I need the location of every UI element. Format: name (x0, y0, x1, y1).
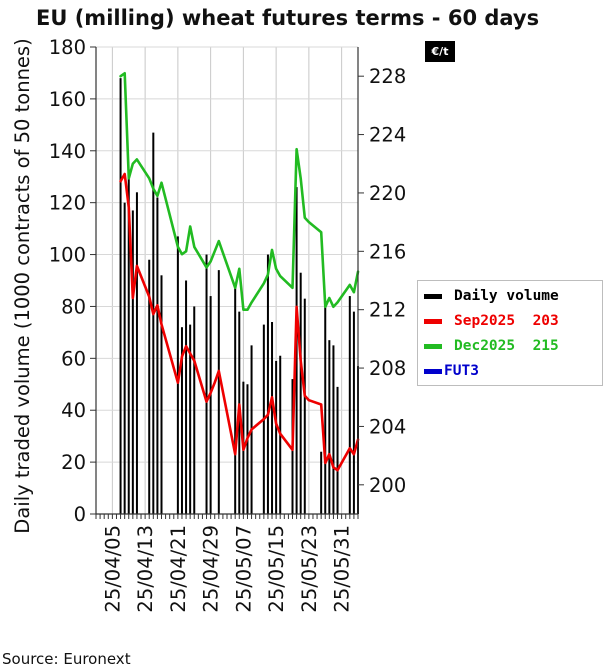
left-tick-label: 160 (49, 88, 86, 111)
volume-bar (156, 197, 159, 514)
volume-bar (352, 311, 355, 514)
volume-bar (234, 285, 237, 514)
legend: Daily volume Sep2025 203 Dec2025 215 FUT… (417, 280, 603, 386)
legend-swatch-fut3 (424, 368, 442, 374)
right-tick-labels: 200 204 208 212 216 220 224 228 (369, 65, 406, 497)
left-tick-label: 180 (49, 36, 86, 59)
legend-swatch-sep2025 (424, 318, 442, 324)
volume-bar (127, 171, 130, 515)
x-tick-label: 25/04/21 (167, 525, 190, 613)
left-tick-label: 120 (49, 192, 86, 215)
left-tick-label: 60 (61, 347, 86, 370)
x-tick-label: 25/05/15 (265, 525, 288, 613)
right-tick-label: 208 (369, 357, 406, 380)
left-axis-label: Daily traded volume (1000 contracts of 5… (11, 38, 34, 533)
volume-bar (148, 259, 151, 514)
volume-bar (123, 202, 126, 514)
volume-bar (299, 272, 302, 514)
volume-bar (320, 451, 323, 514)
volume-bars (119, 78, 359, 515)
x-tick-label: 25/05/07 (232, 525, 255, 613)
volume-bar (271, 322, 274, 514)
volume-bar (328, 340, 331, 514)
volume-bar (205, 254, 208, 515)
legend-label-fut3: FUT3 (444, 363, 479, 379)
left-tick-label: 100 (49, 244, 86, 267)
left-tick-label: 0 (74, 503, 86, 526)
right-tick-label: 216 (369, 240, 406, 263)
volume-bar (324, 301, 327, 514)
volume-bar (303, 298, 306, 514)
x-tick-label: 25/05/23 (298, 525, 321, 613)
right-tick-label: 204 (369, 415, 406, 438)
left-tick-label: 40 (61, 399, 86, 422)
legend-item-dec2025: Dec2025 215 (424, 336, 559, 356)
legend-label-sep2025: Sep2025 (454, 313, 516, 329)
volume-bar (119, 78, 122, 514)
x-tick-label: 25/04/13 (134, 525, 157, 613)
x-tick-label: 25/05/31 (331, 525, 354, 613)
volume-bar (348, 296, 351, 514)
legend-label-volume: Daily volume (454, 288, 559, 304)
volume-bar (131, 210, 134, 514)
left-tick-labels: 0 20 40 60 80 100 120 140 160 180 (49, 36, 86, 526)
volume-bar (185, 280, 188, 514)
volume-bar (336, 386, 339, 514)
legend-value-sep2025: 203 (532, 313, 559, 329)
series-line-sep2025 (119, 172, 360, 472)
volume-bar (180, 327, 183, 514)
volume-bar (266, 254, 269, 515)
chart-title: EU (milling) wheat futures terms - 60 da… (36, 6, 540, 30)
volume-bar (246, 384, 249, 514)
volume-bar (332, 345, 335, 514)
x-tick-label: 25/04/29 (200, 525, 223, 613)
right-tick-label: 200 (369, 474, 406, 497)
legend-item-daily-volume: Daily volume (424, 286, 559, 306)
source-note: Source: Euronext (2, 650, 131, 668)
right-tick-label: 220 (369, 182, 406, 205)
volume-bar (217, 270, 220, 514)
volume-bar (160, 275, 163, 514)
axes (90, 46, 364, 519)
left-tick-label: 140 (49, 140, 86, 163)
volume-bar (135, 192, 138, 515)
legend-item-fut3: FUT3 (424, 361, 479, 381)
legend-swatch-dec2025 (424, 343, 442, 349)
volume-bar (193, 306, 196, 514)
right-tick-label: 212 (369, 299, 406, 322)
volume-bar (209, 296, 212, 514)
volume-bar (275, 360, 278, 514)
right-tick-label: 228 (369, 65, 406, 88)
volume-bar (189, 324, 192, 514)
price-lines (119, 72, 360, 472)
right-tick-label: 224 (369, 124, 406, 147)
x-tick-labels: 25/04/05 25/04/13 25/04/21 25/04/29 25/05/07… (101, 525, 353, 613)
legend-value-dec2025: 215 (532, 338, 559, 354)
x-tick-label: 25/04/05 (101, 525, 124, 613)
volume-bar (152, 132, 155, 514)
legend-item-sep2025: Sep2025 203 (424, 311, 559, 331)
left-tick-label: 80 (61, 295, 86, 318)
unit-badge: €/t (425, 41, 455, 62)
legend-label-dec2025: Dec2025 (454, 338, 516, 354)
series-line-dec2025 (119, 72, 360, 312)
left-tick-label: 20 (61, 451, 86, 474)
legend-swatch-volume (424, 293, 442, 299)
